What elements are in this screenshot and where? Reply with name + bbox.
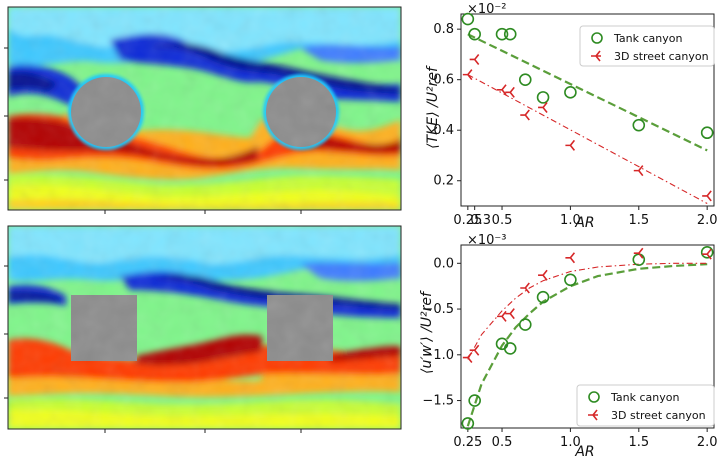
tke-y-tick-label: 0.6 [433,73,454,88]
uw-plot-area: 0.25 0.5 1.0 1.5 2.0 −1.5 −1.0 −0.5 0.0 [422,244,718,450]
tke-legend-tank-marker [591,32,603,44]
tke-street-point [462,69,473,81]
tke-y-tick-label: 0.4 [433,123,454,138]
uw-x-tick-label: 1.0 [560,435,581,450]
uw-tank-point [503,342,517,355]
uw-chart: ×10⁻³ ⟨u′w′⟩ /U²ref AR 0.25 0.5 1.0 1.5 2.0 −… [419,233,718,460]
tke-legend-tank-label: Tank canyon [613,32,682,45]
uw-y-tick-label: −1.0 [422,348,454,363]
uw-legend-street-marker [588,409,598,421]
uw-legend-tank-marker [588,391,600,403]
tke-tank-point [468,27,481,41]
uw-street-point [505,308,515,320]
uw-x-tick-label: 0.25 [453,435,482,450]
uw-tank-point [461,417,475,430]
uw-ylabel: ⟨u′w′⟩ /U²ref [419,290,435,374]
tke-y-tick-label: 0.2 [433,174,454,189]
tke-ylabel: ⟨TKE⟩ /U²ref [425,65,441,149]
tke-x-tick-label: 0.25 [453,213,482,228]
tke-plot-area: 0.25 0.5 1.0 1.5 2.0 0.3 0.2 0.4 0.6 0.8 [433,12,718,228]
tke-fit-tank [467,33,708,152]
tke-tank-point [564,86,577,99]
tke-legend-street-marker [591,50,601,62]
tke-tank-point [461,12,475,26]
tke-street-point [520,109,530,121]
uw-tank-point [536,290,550,304]
uw-street-point [702,248,712,260]
tke-tank-point [518,73,532,86]
tke-tank-point [503,27,517,41]
tke-street-point [565,139,576,151]
uw-street-point [538,269,548,281]
tke-xlabel: AR [574,215,594,231]
tke-x-tick-label: 2.0 [697,213,718,228]
tke-legend: Tank canyon 3D street canyon [579,25,715,67]
uw-y-tick-label: −0.5 [422,302,454,317]
uw-multiplier: ×10⁻³ [467,233,507,248]
tke-tank-point [536,91,550,104]
uw-street-point [462,352,473,364]
tke-axes-frame [460,13,715,207]
uw-tank-point [468,394,481,407]
tke-street-point [538,101,548,113]
tke-tank-point [495,27,509,41]
tke-legend-street-label: 3D street canyon [614,50,709,63]
tke-multiplier: ×10⁻² [467,2,507,17]
tke-x-tick-label: 0.3 [470,213,491,228]
tke-x-tick-label: 1.0 [560,213,581,228]
uw-tank-point [632,253,646,266]
uw-street-point [497,310,507,322]
tke-chart: ×10⁻² ⟨TKE⟩ /U²ref AR 0.25 0.5 1.0 1.5 2.00.… [425,2,718,231]
uw-street-point [633,247,644,259]
tke-x-tick-label: 1.5 [628,213,649,228]
flow-bottom-ticks [4,265,302,433]
uw-x-tick-label: 2.0 [697,435,718,450]
tke-street-point [505,86,515,98]
uw-fit-street [467,262,708,360]
uw-x-tick-label: 1.5 [628,435,649,450]
uw-tank-point [700,246,714,259]
flow-field-cylinders [8,7,401,210]
tke-street-point [702,190,712,202]
uw-axes-frame [460,244,715,429]
uw-street-point [520,282,530,294]
tke-tank-point [632,118,646,132]
tke-street-point [469,53,480,65]
uw-legend: Tank canyon 3D street canyon [576,384,715,427]
uw-legend-tank-label: Tank canyon [610,391,679,404]
uw-street-point [469,344,480,356]
tke-street-point [633,165,644,177]
uw-street-point [565,252,576,264]
uw-tank-point [564,273,577,287]
uw-y-tick-label: 0.0 [433,256,454,271]
tke-tank-point [700,126,714,140]
uw-xlabel: AR [574,444,594,460]
tke-y-tick-label: 0.8 [433,22,454,37]
uw-legend-street-label: 3D street canyon [611,409,706,422]
tke-fit-street [467,74,708,204]
flow-field-squares [8,226,401,429]
tke-x-tick-label: 0.5 [492,213,513,228]
uw-fit-tank [466,263,708,427]
tke-street-point [497,84,507,96]
uw-y-tick-label: −1.5 [422,394,454,409]
flow-top-ticks [4,47,302,214]
uw-x-tick-label: 0.5 [492,435,513,450]
uw-tank-point [518,318,532,331]
